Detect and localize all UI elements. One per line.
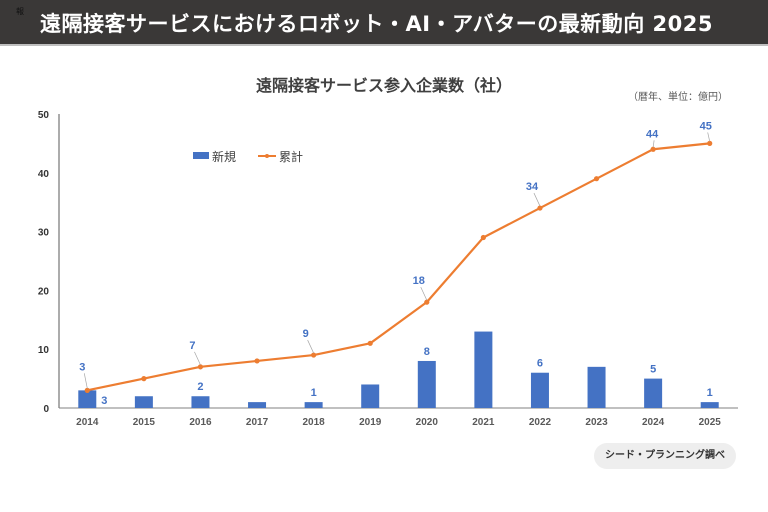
line-data-label: 45	[700, 120, 712, 132]
leader-line	[652, 140, 655, 148]
line-data-label: 18	[413, 275, 425, 287]
bar-data-label: 5	[650, 364, 656, 376]
x-tick-label: 2023	[585, 417, 608, 428]
line-point	[480, 234, 486, 241]
x-tick-label: 2021	[472, 417, 495, 428]
y-tick-label: 50	[38, 110, 50, 121]
x-tick-label: 2024	[642, 417, 665, 428]
leader-line	[307, 339, 314, 354]
y-tick-label: 40	[38, 169, 50, 180]
line-point	[650, 146, 656, 152]
header-bar: 報 遠隔接客サービスにおけるロボット・AI・アバターの最新動向 2025	[0, 0, 768, 46]
line-point	[707, 140, 713, 146]
cumulative-line	[87, 142, 710, 392]
leader-line	[707, 132, 711, 142]
unit-note: （暦年、単位：億円）	[628, 92, 728, 103]
x-tick-label: 2019	[359, 417, 382, 428]
bar	[644, 378, 663, 408]
y-tick-label: 30	[38, 228, 50, 239]
page-title: 遠隔接客サービスにおけるロボット・AI・アバターの最新動向 2025	[40, 12, 713, 36]
bar	[417, 360, 436, 408]
leader-line	[194, 351, 201, 365]
legend-label-new: 新規	[212, 149, 236, 164]
bar	[248, 402, 267, 408]
leader-line	[420, 287, 428, 301]
bar-data-label: 6	[537, 358, 543, 370]
x-tick-label: 2015	[133, 417, 156, 428]
line-data-label: 3	[79, 361, 85, 373]
legend: 新規 累計	[193, 149, 303, 164]
bar	[361, 384, 380, 408]
leader-line	[533, 192, 541, 207]
bar	[587, 366, 606, 408]
bar-data-label: 2	[197, 381, 203, 393]
bar	[134, 396, 153, 408]
bar	[78, 390, 97, 408]
line-point	[311, 352, 317, 358]
line-point	[84, 387, 90, 393]
line-point	[141, 376, 147, 382]
line-data-label: 44	[646, 128, 659, 140]
bar	[474, 331, 493, 408]
line-data-label: 34	[526, 181, 539, 193]
line-point	[537, 205, 543, 211]
bar-data-label: 1	[311, 387, 317, 399]
legend-label-cumulative: 累計	[279, 149, 303, 164]
x-tick-label: 2020	[416, 417, 439, 428]
line-point	[593, 176, 600, 182]
x-tick-label: 2014	[76, 417, 99, 428]
bar	[304, 402, 323, 408]
bar-series	[78, 331, 719, 408]
line-series	[84, 140, 713, 393]
bar-data-label: 1	[707, 387, 713, 399]
bar-data-label: 3	[101, 395, 107, 407]
x-tick-label: 2022	[529, 417, 552, 428]
axes: 0 10 20 30 40 50 2014 2015 2016 2017 2018 2019 2020 2…	[38, 110, 738, 428]
bar-data-label: 8	[424, 346, 430, 358]
line-point	[197, 364, 204, 370]
x-tick-label: 2016	[189, 417, 212, 428]
corner-mark: 報	[16, 7, 24, 16]
line-point	[367, 340, 373, 346]
chart-title: 遠隔接客サービス参入企業数（社）	[255, 76, 512, 95]
bar	[530, 372, 549, 408]
line-point	[424, 299, 430, 305]
line-data-label: 9	[303, 328, 309, 340]
source-badge: シード・プランニング調べ	[594, 443, 736, 469]
bar	[191, 396, 210, 408]
legend-swatch-bar	[193, 152, 209, 159]
y-tick-label: 10	[38, 345, 50, 356]
legend-swatch-marker	[265, 154, 269, 158]
x-tick-label: 2018	[303, 417, 326, 428]
x-tick-label: 2025	[699, 417, 722, 428]
y-tick-label: 20	[38, 286, 50, 297]
x-tick-label: 2017	[246, 417, 269, 428]
line-point	[254, 358, 260, 364]
line-data-label: 7	[189, 340, 195, 352]
bar	[700, 402, 719, 408]
y-tick-label: 0	[43, 404, 49, 415]
leader-line	[83, 373, 88, 389]
